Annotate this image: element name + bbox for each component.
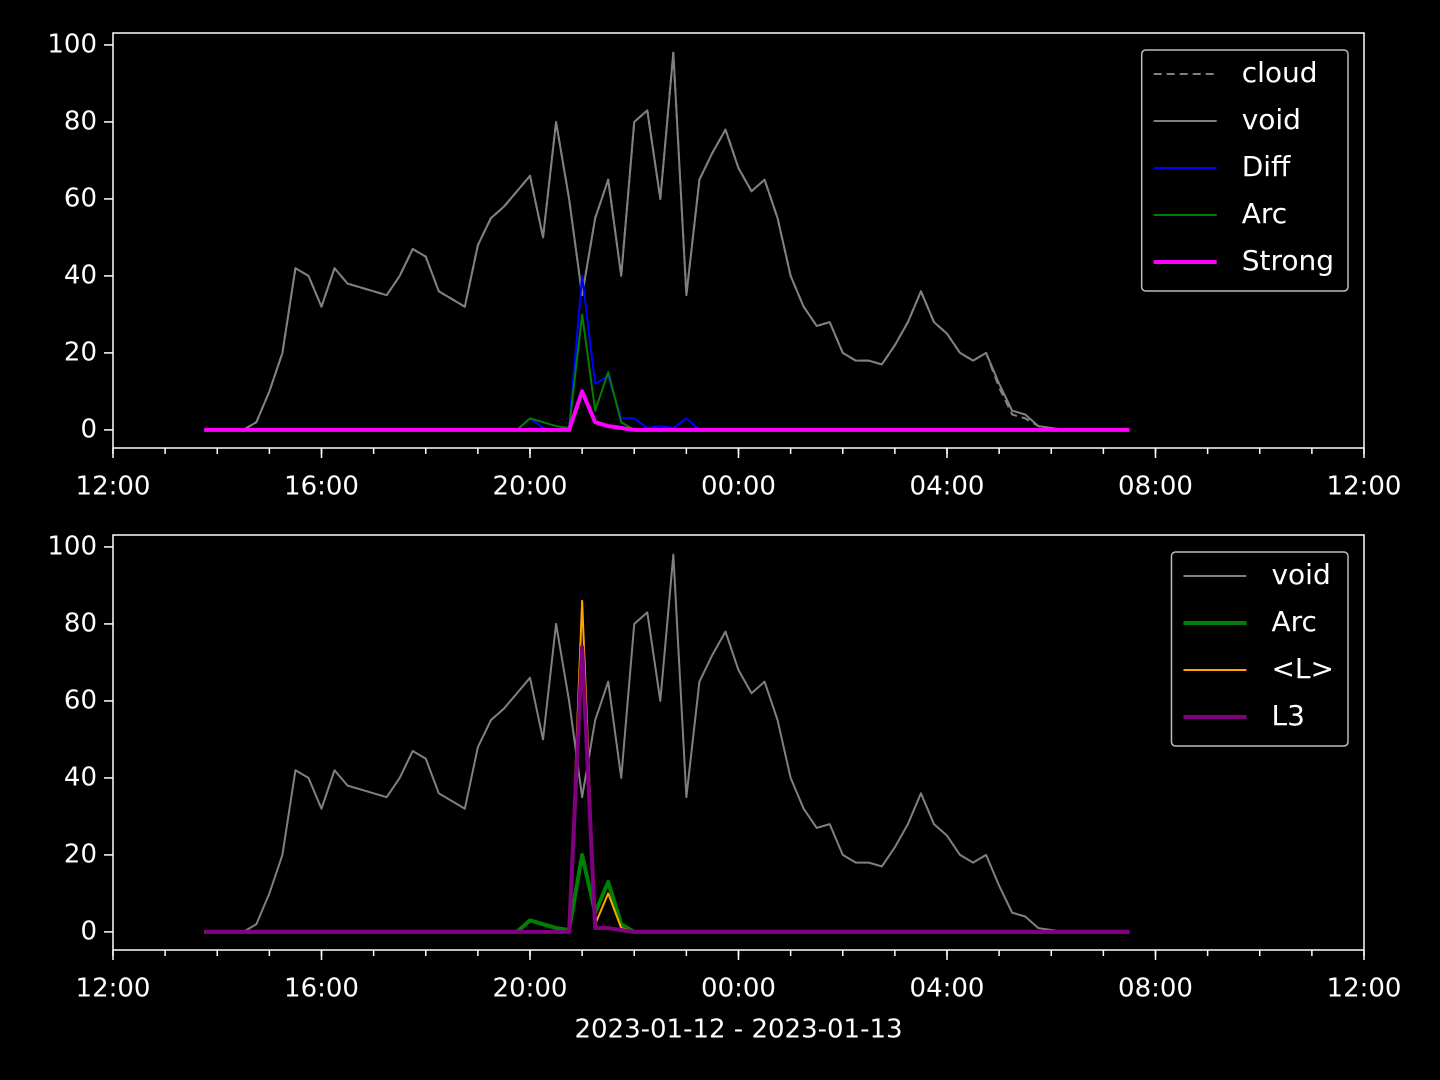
y-tick-label: 80 xyxy=(64,608,97,638)
x-tick-label: 12:00 xyxy=(1327,974,1402,1004)
legend-label: L3 xyxy=(1271,699,1304,732)
x-tick-label: 16:00 xyxy=(284,974,359,1004)
x-tick-label: 00:00 xyxy=(701,974,776,1004)
series-line xyxy=(204,645,1130,934)
y-tick-label: 0 xyxy=(80,414,97,444)
x-tick-label: 20:00 xyxy=(493,472,568,502)
y-tick-label: 60 xyxy=(64,685,97,715)
x-tick-label: 12:00 xyxy=(76,974,151,1004)
legend-label: <L> xyxy=(1271,652,1334,685)
legend-label: void xyxy=(1271,558,1330,591)
y-tick-label: 80 xyxy=(64,106,97,136)
legend-frame xyxy=(1140,49,1349,292)
legend-label: cloud xyxy=(1242,56,1318,89)
x-tick-label: 16:00 xyxy=(284,472,359,502)
legend: cloud void Diff Arc Strong xyxy=(1140,49,1349,292)
legend: void Arc <L> L3 xyxy=(1170,551,1349,747)
y-tick-label: 40 xyxy=(64,260,97,290)
series-line xyxy=(204,553,1130,933)
x-tick-label: 20:00 xyxy=(493,974,568,1004)
y-tick-label: 0 xyxy=(80,916,97,946)
axes-frame xyxy=(112,32,1365,449)
legend-label: Arc xyxy=(1271,605,1316,638)
legend-frame xyxy=(1170,551,1349,747)
x-tick-label: 12:00 xyxy=(76,472,151,502)
y-tick-label: 20 xyxy=(64,337,97,367)
x-tick-label: 08:00 xyxy=(1118,472,1193,502)
series-line xyxy=(204,51,1130,431)
y-tick-label: 20 xyxy=(64,839,97,869)
x-tick-label: 12:00 xyxy=(1327,472,1402,502)
y-tick-label: 40 xyxy=(64,762,97,792)
axes-frame xyxy=(112,534,1365,951)
legend-label: Diff xyxy=(1242,150,1291,183)
x-tick-label: 04:00 xyxy=(910,974,985,1004)
x-axis-label: 2023-01-12 - 2023-01-13 xyxy=(574,1015,902,1045)
x-tick-label: 08:00 xyxy=(1118,974,1193,1004)
y-tick-label: 100 xyxy=(47,29,97,59)
legend-label: void xyxy=(1242,103,1301,136)
y-tick-label: 60 xyxy=(64,183,97,213)
series-line xyxy=(204,389,1130,432)
x-tick-label: 04:00 xyxy=(910,472,985,502)
y-tick-label: 100 xyxy=(47,531,97,561)
x-tick-label: 00:00 xyxy=(701,472,776,502)
legend-label: Arc xyxy=(1242,197,1287,230)
legend-label: Strong xyxy=(1242,244,1334,277)
